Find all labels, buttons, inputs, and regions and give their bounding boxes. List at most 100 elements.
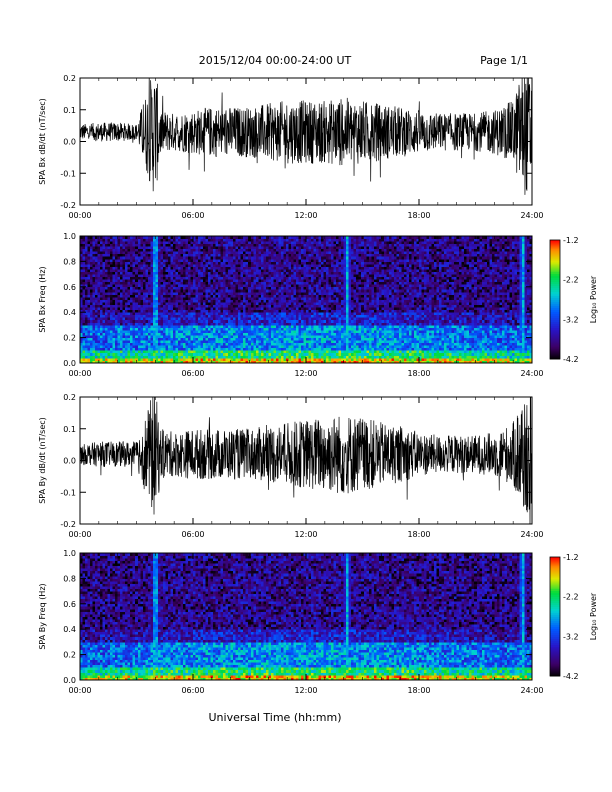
spectrogram-cell xyxy=(314,355,317,358)
spectrogram-cell xyxy=(100,317,103,320)
spectrogram-cell xyxy=(90,320,93,323)
spectrogram-cell xyxy=(173,338,176,341)
spectrogram-cell xyxy=(216,353,219,356)
spectrogram-cell xyxy=(170,292,173,295)
spectrogram-cell xyxy=(128,282,131,285)
spectrogram-cell xyxy=(153,322,156,325)
spectrogram-cell xyxy=(95,310,98,313)
spectrogram-cell xyxy=(278,348,281,351)
spectrogram-cell xyxy=(218,277,221,280)
spectrogram-cell xyxy=(276,335,279,338)
spectrogram-cell xyxy=(303,251,306,254)
spectrogram-cell xyxy=(190,345,193,348)
spectrogram-cell xyxy=(110,300,113,303)
spectrogram-cell xyxy=(288,310,291,313)
spectrogram-cell xyxy=(321,261,324,264)
spectrogram-cell xyxy=(266,305,269,308)
spectrogram-cell xyxy=(258,272,261,275)
spectrogram-cell xyxy=(266,272,269,275)
spectrogram-cell xyxy=(175,254,178,257)
spectrogram-cell xyxy=(291,282,294,285)
spectrogram-cell xyxy=(301,348,304,351)
spectrogram-cell xyxy=(231,294,234,297)
spectrogram-cell xyxy=(324,297,327,300)
spectrogram-cell xyxy=(309,292,312,295)
spectrogram-cell xyxy=(211,264,214,267)
spectrogram-cell xyxy=(173,322,176,325)
spectrogram-cell xyxy=(178,244,181,247)
spectrogram-cell xyxy=(185,300,188,303)
spectrogram-cell xyxy=(271,256,274,259)
spectrogram-cell xyxy=(211,315,214,318)
spectrogram-cell xyxy=(311,320,314,323)
spectrogram-cell xyxy=(83,294,86,297)
spectrogram-cell xyxy=(178,335,181,338)
spectrogram-cell xyxy=(211,305,214,308)
spectrogram-cell xyxy=(128,287,131,290)
spectrogram-cell xyxy=(228,256,231,259)
spectrogram-cell xyxy=(246,302,249,305)
spectrogram-cell xyxy=(213,246,216,249)
spectrogram-cell xyxy=(175,294,178,297)
spectrogram-cell xyxy=(135,292,138,295)
spectrogram-cell xyxy=(143,289,146,292)
spectrogram-cell xyxy=(133,333,136,336)
spectrogram-cell xyxy=(276,264,279,267)
spectrogram-cell xyxy=(266,348,269,351)
spectrogram-cell xyxy=(105,355,108,358)
spectrogram-cell xyxy=(281,249,284,252)
spectrogram-cell xyxy=(105,279,108,282)
spectrogram-cell xyxy=(160,294,163,297)
spectrogram-cell xyxy=(306,251,309,254)
spectrogram-cell xyxy=(188,310,191,313)
spectrogram-cell xyxy=(165,315,168,318)
spectrogram-cell xyxy=(165,244,168,247)
spectrogram-cell xyxy=(190,264,193,267)
spectrogram-cell xyxy=(100,289,103,292)
spectrogram-cell xyxy=(148,300,151,303)
spectrogram-cell xyxy=(150,272,153,275)
spectrogram-cell xyxy=(158,315,161,318)
spectrogram-cell xyxy=(268,305,271,308)
spectrogram-cell xyxy=(288,249,291,252)
spectrogram-cell xyxy=(128,289,131,292)
spectrogram-cell xyxy=(170,279,173,282)
spectrogram-cell xyxy=(324,284,327,287)
spectrogram-cell xyxy=(123,338,126,341)
spectrogram-cell xyxy=(120,264,123,267)
spectrogram-cell xyxy=(160,305,163,308)
spectrogram-cell xyxy=(316,284,319,287)
spectrogram-cell xyxy=(211,330,214,333)
spectrogram-cell xyxy=(271,315,274,318)
spectrogram-cell xyxy=(208,259,211,262)
spectrogram-cell xyxy=(256,338,259,341)
spectrogram-cell xyxy=(120,272,123,275)
spectrogram-cell xyxy=(223,294,226,297)
spectrogram-cell xyxy=(306,261,309,264)
spectrogram-cell xyxy=(261,355,264,358)
spectrogram-cell xyxy=(243,287,246,290)
spectrogram-cell xyxy=(309,338,312,341)
spectrogram-cell xyxy=(316,322,319,325)
spectrogram-cell xyxy=(175,310,178,313)
spectrogram-cell xyxy=(216,358,219,361)
spectrogram-cell xyxy=(88,345,91,348)
spectrogram-cell xyxy=(251,274,254,277)
spectrogram-cell xyxy=(100,358,103,361)
spectrogram-cell xyxy=(271,333,274,336)
spectrogram-cell xyxy=(216,320,219,323)
spectrogram-cell xyxy=(296,348,299,351)
spectrogram-cell xyxy=(188,317,191,320)
spectrogram-cell xyxy=(113,333,116,336)
spectrogram-cell xyxy=(203,340,206,343)
spectrogram-cell xyxy=(218,251,221,254)
spectrogram-cell xyxy=(95,274,98,277)
spectrogram-cell xyxy=(278,330,281,333)
spectrogram-cell xyxy=(178,358,181,361)
spectrogram-cell xyxy=(190,244,193,247)
spectrogram-cell xyxy=(256,348,259,351)
spectrogram-cell xyxy=(115,317,118,320)
spectrogram-cell xyxy=(206,315,209,318)
spectrogram-cell xyxy=(150,317,153,320)
spectrogram-cell xyxy=(303,297,306,300)
